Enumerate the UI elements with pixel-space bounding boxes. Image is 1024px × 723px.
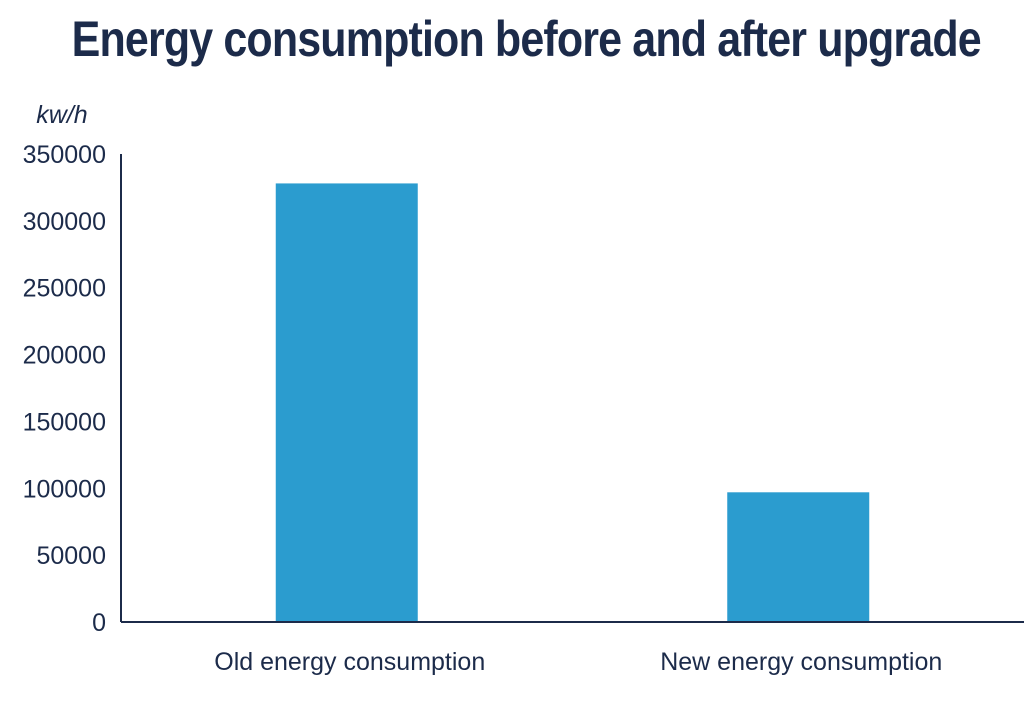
y-axis-unit-label: kw/h: [36, 101, 87, 129]
y-tick-label: 200000: [23, 342, 106, 370]
bar: [727, 492, 870, 622]
x-tick-label: New energy consumption: [660, 648, 942, 676]
bar: [275, 183, 418, 622]
y-tick-label: 100000: [23, 475, 106, 503]
y-axis-ticks: 0 50000 100000 150000 200000 250000 300000 3500…: [23, 141, 106, 637]
y-tick-label: 300000: [23, 208, 106, 236]
y-tick-label: 250000: [23, 275, 106, 303]
bars: [275, 183, 870, 622]
y-tick-label: 350000: [23, 141, 106, 169]
chart-title: Energy consumption before and after upgr…: [71, 11, 982, 67]
y-tick-label: 50000: [36, 542, 106, 570]
x-axis-labels: Old energy consumption New energy consump…: [214, 648, 942, 676]
y-tick-label: 0: [92, 609, 106, 637]
y-tick-label: 150000: [23, 408, 106, 436]
x-tick-label: Old energy consumption: [214, 648, 485, 676]
